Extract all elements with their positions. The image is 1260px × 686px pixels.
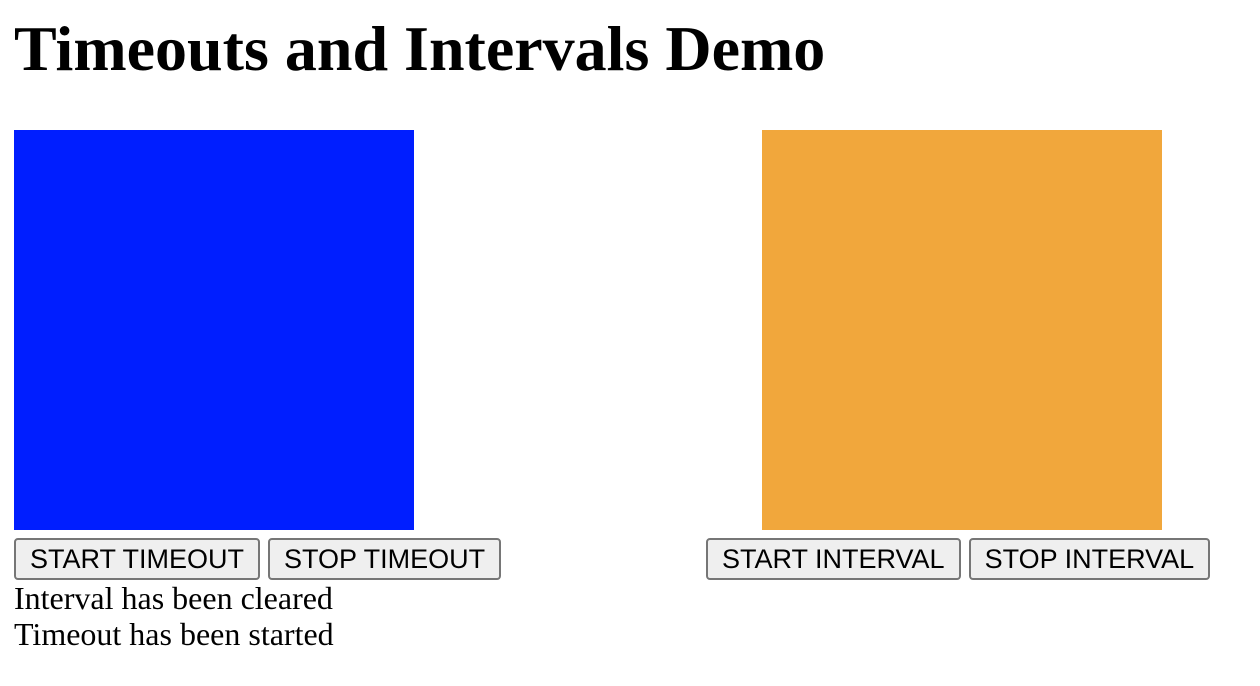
timeout-controls: START TIMEOUT STOP TIMEOUT <box>14 538 502 580</box>
stop-timeout-button[interactable]: STOP TIMEOUT <box>268 538 502 580</box>
start-interval-button[interactable]: START INTERVAL <box>706 538 961 580</box>
page-title: Timeouts and Intervals Demo <box>14 13 826 84</box>
interval-controls: START INTERVAL STOP INTERVAL <box>706 538 1211 580</box>
interval-color-box <box>762 130 1162 530</box>
status-log: Interval has been cleared Timeout has be… <box>14 580 334 652</box>
start-timeout-button[interactable]: START TIMEOUT <box>14 538 261 580</box>
stop-interval-button[interactable]: STOP INTERVAL <box>968 538 1211 580</box>
status-message: Timeout has been started <box>14 616 334 652</box>
status-message: Interval has been cleared <box>14 580 333 616</box>
timeout-color-box <box>14 130 414 530</box>
